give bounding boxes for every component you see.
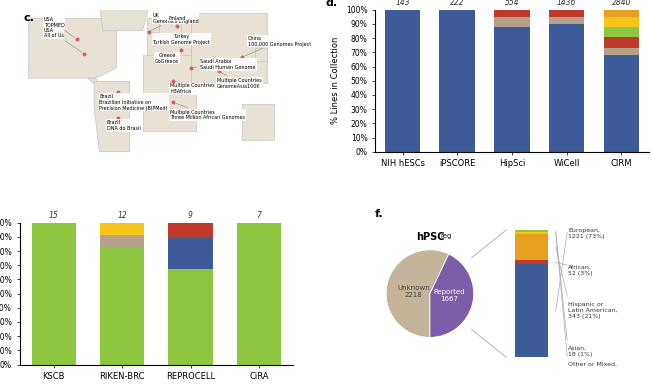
Bar (604, 48, 639, 55)
Wedge shape (386, 250, 449, 338)
Text: African,
52 (3%): African, 52 (3%) (569, 265, 593, 276)
Polygon shape (147, 18, 190, 57)
Bar (439, 10, 475, 152)
Bar (514, 234, 548, 260)
Polygon shape (152, 32, 158, 41)
Text: 2840: 2840 (612, 0, 631, 7)
Text: Multiple Countries
Three Million African Genomes: Multiple Countries Three Million African… (170, 103, 245, 120)
Bar (604, 10, 639, 17)
Bar (494, 10, 529, 17)
Text: Asian,
18 (1%): Asian, 18 (1%) (569, 346, 593, 357)
Bar (604, 17, 639, 27)
Bar (514, 264, 548, 358)
Text: Brazil
DNA do Brasil: Brazil DNA do Brasil (107, 118, 141, 131)
Text: 222: 222 (450, 0, 465, 7)
Text: European,
1221 (73%): European, 1221 (73%) (569, 228, 605, 239)
Text: Reported
1667: Reported 1667 (434, 289, 466, 302)
Polygon shape (143, 55, 196, 131)
Text: Unknown
2218: Unknown 2218 (397, 285, 430, 298)
Text: UK
Genomics England: UK Genomics England (151, 13, 198, 31)
Polygon shape (242, 104, 274, 140)
Bar (604, 37, 639, 48)
Bar (604, 55, 639, 152)
Bar (549, 17, 584, 24)
Text: 554: 554 (505, 0, 519, 7)
Polygon shape (29, 18, 117, 78)
Text: Greece
GoGreece: Greece GoGreece (155, 53, 179, 64)
Text: Multiple Countries
H3Africa: Multiple Countries H3Africa (170, 81, 215, 94)
Y-axis label: % Lines in Collection: % Lines in Collection (331, 37, 340, 124)
Text: 12: 12 (117, 211, 127, 220)
Bar (31, 223, 76, 365)
Bar (514, 230, 548, 232)
Text: Hispanic or
Latin American,
343 (21%): Hispanic or Latin American, 343 (21%) (569, 302, 618, 319)
Polygon shape (255, 48, 267, 61)
Text: 1436: 1436 (557, 0, 576, 7)
Polygon shape (190, 13, 267, 83)
Text: Saudi Arabia
Saudi Human Genome: Saudi Arabia Saudi Human Genome (193, 59, 256, 70)
Bar (168, 223, 213, 238)
Text: 9: 9 (188, 211, 193, 220)
Text: d.: d. (326, 0, 338, 9)
Bar (237, 223, 281, 365)
Bar (514, 260, 548, 264)
Bar (385, 10, 421, 152)
Text: c.: c. (23, 13, 35, 23)
Bar (168, 238, 213, 269)
Text: Finland: Finland (168, 16, 186, 25)
Polygon shape (159, 19, 181, 34)
Text: hPSC: hPSC (415, 232, 444, 242)
Bar (168, 269, 213, 365)
Text: Other or Mixed,: Other or Mixed, (569, 362, 617, 367)
Bar (514, 232, 548, 234)
Text: Multiple Countries
GenomeAsia100K: Multiple Countries GenomeAsia100K (217, 72, 262, 89)
Bar (604, 27, 639, 37)
Bar (549, 10, 584, 17)
Text: USA
TOPMED: USA TOPMED (44, 17, 74, 38)
Text: Turkey
Turkish Genome Project: Turkey Turkish Genome Project (153, 34, 211, 50)
Bar (100, 223, 144, 236)
Text: China
100,000 Genomes Project: China 100,000 Genomes Project (244, 36, 311, 56)
Text: Brazil
Brazilian Initiative on
Precision Medicine (BIPMed): Brazil Brazilian Initiative on Precision… (99, 92, 168, 111)
Text: 143: 143 (395, 0, 410, 7)
Bar (549, 24, 584, 152)
Text: reg: reg (441, 233, 452, 239)
Bar (494, 17, 529, 27)
Wedge shape (430, 254, 473, 338)
Text: 7: 7 (256, 211, 261, 220)
Text: 15: 15 (49, 211, 59, 220)
Polygon shape (88, 78, 99, 85)
Text: f.: f. (375, 209, 384, 219)
Text: USA
All of Us: USA All of Us (44, 27, 82, 53)
Bar (100, 236, 144, 247)
Bar (494, 27, 529, 152)
Bar (100, 247, 144, 365)
Polygon shape (94, 81, 130, 152)
Polygon shape (99, 7, 149, 31)
